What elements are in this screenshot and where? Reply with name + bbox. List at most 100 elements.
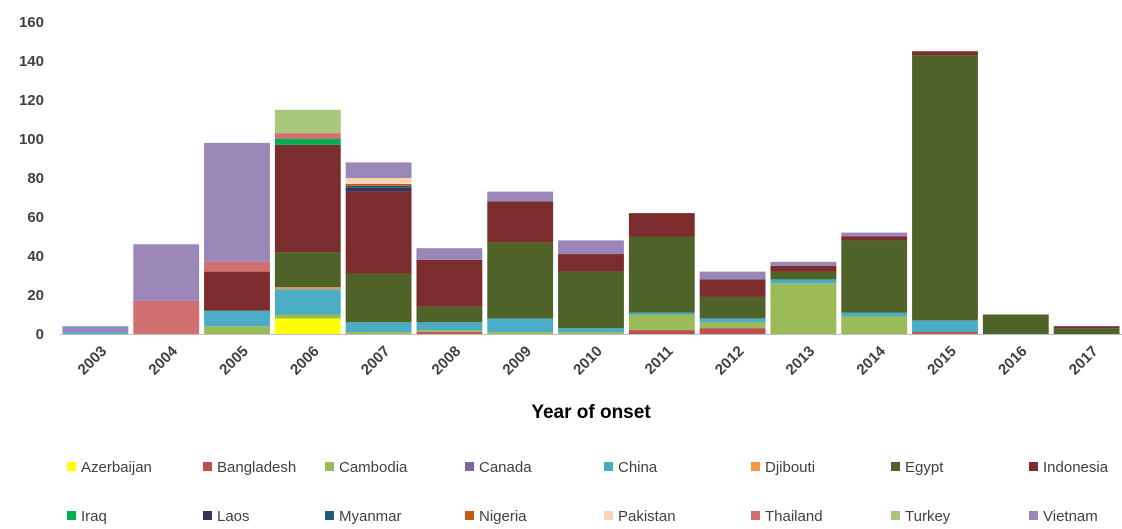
bar-segment-china-2012 [699, 318, 766, 323]
legend-label-nigeria: Nigeria [479, 508, 527, 525]
bar-segment-china-2005 [204, 310, 270, 327]
x-tick-label: 2006 [287, 343, 323, 379]
x-tick-label: 2015 [924, 343, 960, 379]
bar-segment-bangladesh-2008 [416, 332, 483, 334]
bar-segment-china-2015 [912, 320, 978, 333]
legend-label-china: China [618, 459, 658, 476]
bar-segment-egypt-2007 [345, 273, 412, 323]
bar-segment-indonesia-2005 [204, 271, 270, 311]
bar-segment-vietnam-2007 [345, 162, 412, 178]
bar-segment-china-2009 [487, 318, 554, 333]
bar-segment-pakistan-2007 [345, 178, 412, 184]
bar-segment-cambodia-2005 [204, 326, 270, 334]
bar-segment-bangladesh-2012 [699, 328, 766, 334]
bar-segment-iraq-2006 [274, 139, 341, 145]
legend-swatch-vietnam [1029, 511, 1038, 520]
bar-segment-egypt-2012 [699, 296, 766, 319]
bar-segment-china-2013 [770, 279, 837, 284]
bar-segment-egypt-2015 [912, 55, 978, 321]
legend-swatch-azerbaijan [67, 462, 76, 471]
bar-segment-egypt-2016 [982, 314, 1049, 334]
legend-swatch-canada [465, 462, 474, 471]
legend-swatch-laos [203, 511, 212, 520]
bar-segment-china-2010 [558, 328, 624, 333]
legend-swatch-cambodia [325, 462, 334, 471]
bar-segment-vietnam-2008 [416, 248, 483, 260]
bar-segment-china-2014 [841, 312, 908, 317]
bar-segment-egypt-2006 [274, 252, 341, 288]
bar-segment-indonesia-2013 [770, 265, 837, 272]
legend-swatch-bangladesh [203, 462, 212, 471]
bar-segment-china-2003 [62, 332, 129, 334]
y-axis-ticks: 0 20 40 60 80 100 120 140 160 [19, 14, 44, 343]
legend-label-pakistan: Pakistan [618, 508, 676, 525]
legend-swatch-djibouti [751, 462, 760, 471]
bar-segment-indonesia-2008 [416, 259, 483, 307]
x-tick-label: 2009 [499, 343, 535, 379]
legend-label-bangladesh: Bangladesh [217, 459, 296, 476]
legend-swatch-myanmar [325, 511, 334, 520]
x-tick-label: 2013 [783, 343, 819, 379]
legend-label-iraq: Iraq [81, 508, 107, 525]
bar-segment-egypt-2008 [416, 306, 483, 323]
y-tick-label: 0 [36, 326, 44, 343]
bar-segment-cambodia-2014 [841, 316, 908, 334]
bar-segment-cambodia-2009 [487, 332, 554, 334]
x-axis-label: Year of onset [531, 402, 651, 423]
bar-segment-cambodia-2011 [628, 314, 695, 331]
bar-segment-cambodia-2012 [699, 322, 766, 329]
bar-segment-indonesia-2015 [912, 51, 978, 56]
bars [62, 51, 1120, 334]
legend-label-cambodia: Cambodia [339, 459, 408, 476]
bar-segment-nigeria-2007 [345, 183, 412, 186]
legend-label-canada: Canada [479, 459, 532, 476]
legend-label-azerbaijan: Azerbaijan [81, 459, 152, 476]
bar-segment-thailand-2004 [133, 300, 200, 334]
bar-segment-china-2008 [416, 322, 483, 331]
legend-swatch-turkey [891, 511, 900, 520]
bar-segment-china-2007 [345, 322, 412, 333]
bar-segment-vietnam-2005 [204, 142, 270, 262]
x-tick-label: 2012 [712, 343, 748, 379]
bar-segment-vietnam-2012 [699, 271, 766, 280]
x-tick-label: 2014 [853, 342, 889, 378]
bar-segment-indonesia-2010 [558, 254, 624, 272]
bar-segment-indonesia-2011 [628, 213, 695, 237]
x-tick-label: 2005 [216, 343, 252, 379]
bar-segment-egypt-2014 [841, 240, 908, 313]
legend-swatch-pakistan [604, 511, 613, 520]
bar-segment-indonesia-2017 [1053, 326, 1120, 329]
bar-segment-vietnam-2009 [487, 191, 554, 202]
y-tick-label: 20 [27, 287, 44, 304]
legend-swatch-china [604, 462, 613, 471]
bar-segment-laos-2007 [345, 187, 412, 192]
bar-segment-vietnam-2010 [558, 240, 624, 255]
bar-segment-egypt-2011 [628, 236, 695, 313]
legend-label-egypt: Egypt [905, 459, 944, 476]
legend-swatch-nigeria [465, 511, 474, 520]
x-tick-label: 2010 [570, 343, 606, 379]
x-axis-ticks: 2003 2004 2005 2006 2007 2008 2009 2010 2011 2012… [75, 342, 1102, 378]
bar-segment-egypt-2017 [1053, 328, 1120, 334]
bar-segment-cambodia-2008 [416, 330, 483, 333]
legend-label-myanmar: Myanmar [339, 508, 402, 525]
bar-segment-bangladesh-2015 [912, 332, 978, 334]
legend-label-vietnam: Vietnam [1043, 508, 1098, 525]
bar-segment-china-2006 [274, 289, 341, 315]
x-tick-label: 2016 [995, 343, 1031, 379]
bar-segment-egypt-2013 [770, 271, 837, 280]
x-tick-label: 2004 [145, 342, 181, 378]
legend: Azerbaijan Bangladesh Cambodia Canada China D… [67, 459, 1109, 525]
bar-segment-vietnam-2013 [770, 261, 837, 266]
legend-swatch-egypt [891, 462, 900, 471]
legend-label-djibouti: Djibouti [765, 459, 815, 476]
x-tick-label: 2003 [75, 343, 111, 379]
bar-segment-cambodia-2010 [558, 332, 624, 334]
legend-label-thailand: Thailand [765, 508, 823, 525]
bar-segment-vietnam-2014 [841, 232, 908, 237]
bar-segment-indonesia-2014 [841, 236, 908, 241]
y-tick-label: 40 [27, 248, 44, 265]
bar-segment-indonesia-2006 [274, 144, 341, 253]
legend-label-turkey: Turkey [905, 508, 951, 525]
